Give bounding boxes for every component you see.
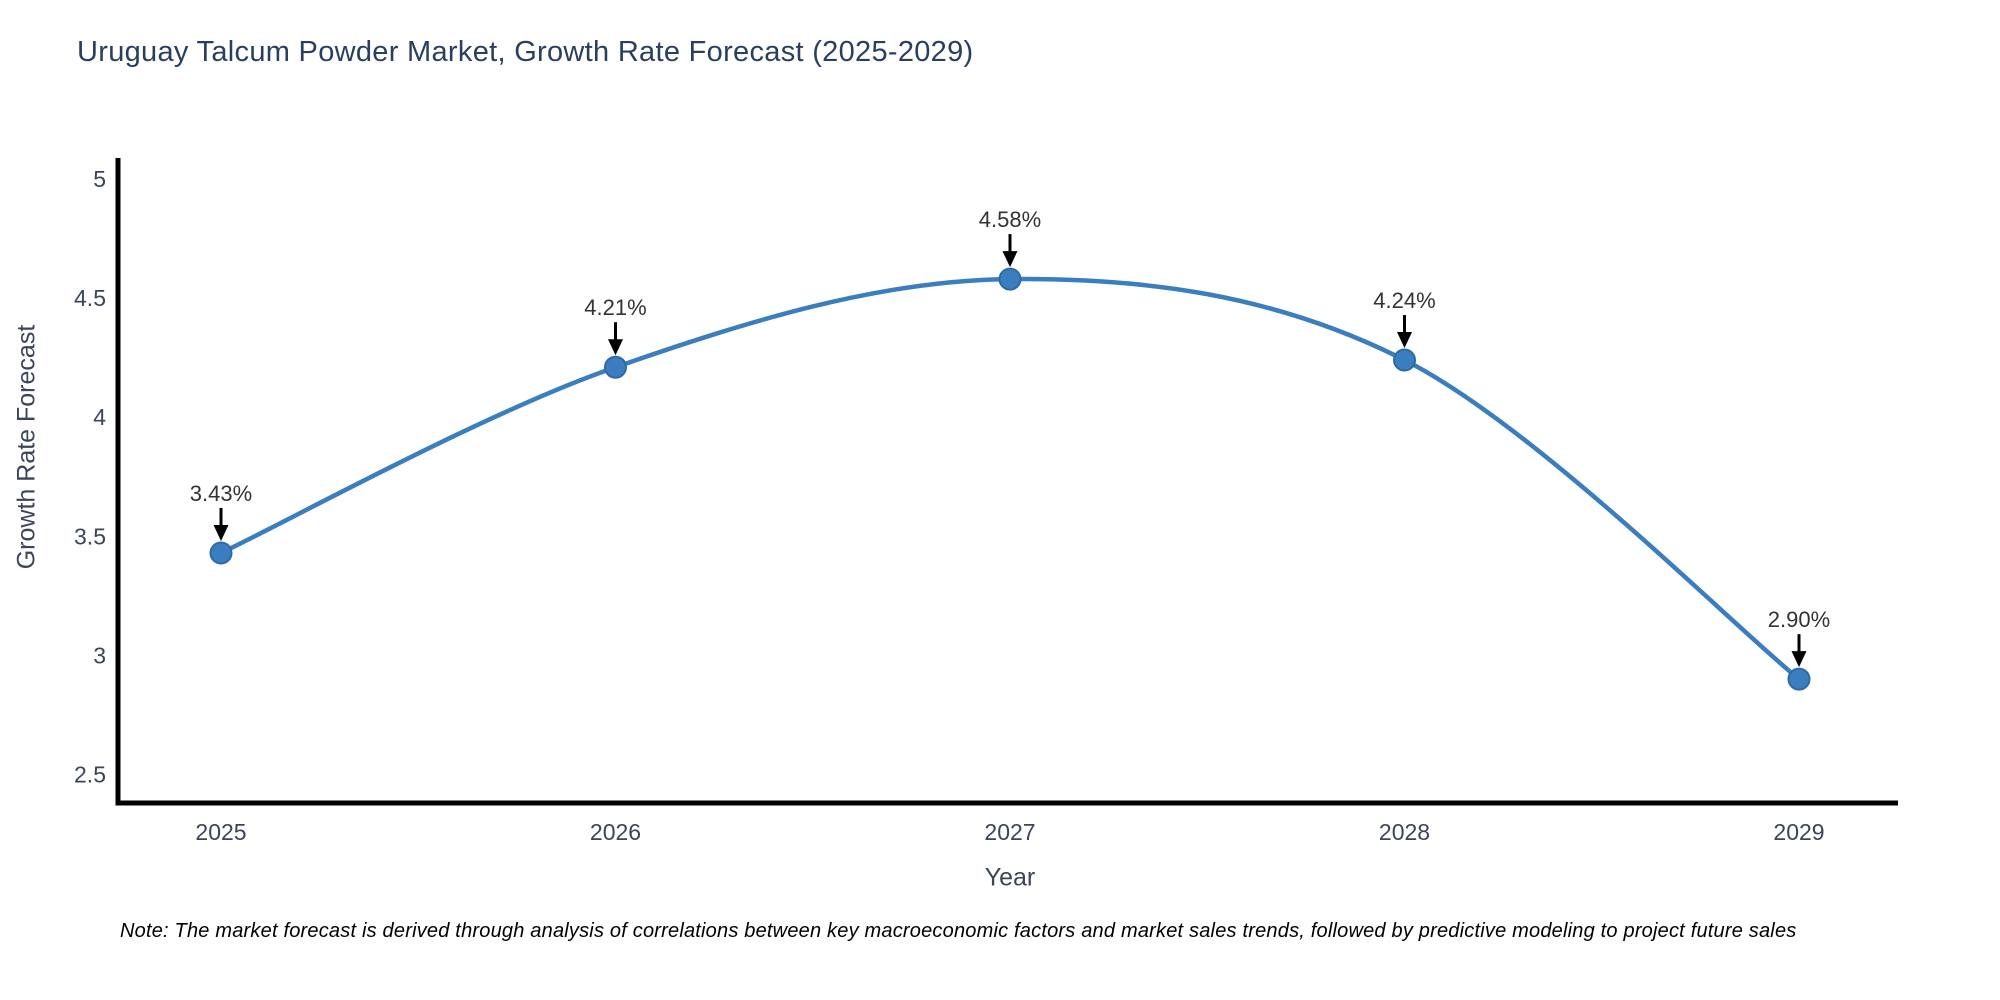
point-annotation-label: 4.24% bbox=[1373, 288, 1435, 313]
data-point-marker[interactable] bbox=[998, 267, 1022, 291]
point-annotation-label: 2.90% bbox=[1768, 607, 1830, 632]
y-axis-tick-label: 4 bbox=[93, 404, 106, 430]
y-axis-tick-label: 3.5 bbox=[74, 523, 106, 549]
y-axis-tick-label: 5 bbox=[93, 166, 106, 192]
data-point-marker[interactable] bbox=[1393, 348, 1416, 372]
annotation-arrowhead-icon bbox=[1397, 332, 1412, 349]
annotation-arrowhead-icon bbox=[608, 339, 623, 356]
x-axis-tick-label: 2027 bbox=[984, 819, 1035, 845]
x-axis-title: Year bbox=[984, 863, 1036, 892]
x-axis-tick-label: 2029 bbox=[1773, 819, 1824, 845]
annotation-arrowhead-icon bbox=[213, 524, 229, 541]
y-axis-tick-label: 4.5 bbox=[74, 285, 106, 311]
data-point-marker[interactable] bbox=[1787, 667, 1811, 691]
data-point-marker[interactable] bbox=[209, 541, 233, 565]
point-annotation-label: 4.21% bbox=[584, 295, 646, 320]
x-axis-tick-label: 2025 bbox=[195, 819, 246, 845]
point-annotation-label: 4.58% bbox=[979, 207, 1041, 232]
x-axis-tick-label: 2028 bbox=[1379, 819, 1430, 845]
y-axis-tick-label: 3 bbox=[93, 642, 106, 668]
annotation-arrowhead-icon bbox=[1791, 651, 1807, 668]
x-axis-tick-label: 2026 bbox=[590, 819, 641, 845]
chart-title: Uruguay Talcum Powder Market, Growth Rat… bbox=[77, 36, 974, 68]
forecast-line bbox=[218, 276, 1802, 682]
point-annotation-label: 3.43% bbox=[190, 481, 252, 506]
data-point-marker[interactable] bbox=[604, 355, 627, 379]
footnote-text: Note: The market forecast is derived thr… bbox=[120, 920, 1797, 942]
y-axis-tick-label: 2.5 bbox=[74, 761, 106, 787]
annotation-arrowhead-icon bbox=[1002, 251, 1018, 268]
